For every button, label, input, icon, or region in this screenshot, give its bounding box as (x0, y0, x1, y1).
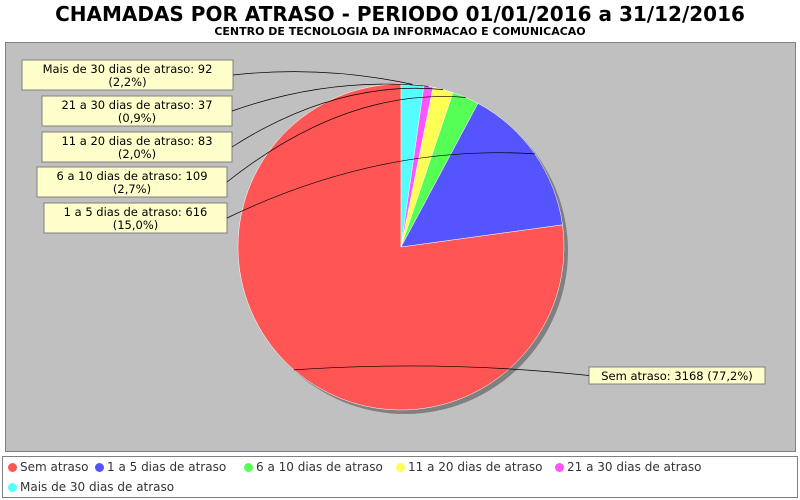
legend-label-0: Sem atraso (20, 460, 89, 474)
legend-item-2: 6 a 10 dias de atraso (244, 460, 383, 474)
svg-text:21 a 30 dias de atraso: 37: 21 a 30 dias de atraso: 37 (61, 98, 212, 112)
svg-text:1 a 5 dias de atraso: 616: 1 a 5 dias de atraso: 616 (64, 205, 208, 219)
chart-title: CHAMADAS POR ATRASO - PERIODO 01/01/2016… (55, 2, 745, 26)
slice-label-2: 6 a 10 dias de atraso: 109(2,7%) (36, 166, 228, 198)
legend-item-1: 1 a 5 dias de atraso (95, 460, 226, 474)
slice-label-0: Sem atraso: 3168 (77,2%) (588, 366, 766, 385)
legend-item-4: 21 a 30 dias de atraso (555, 460, 701, 474)
slice-label-1: 1 a 5 dias de atraso: 616(15,0%) (43, 202, 228, 234)
legend-label-1: 1 a 5 dias de atraso (107, 460, 227, 474)
slice-label-3: 11 a 20 dias de atraso: 83(2,0%) (41, 131, 233, 163)
legend-label-2: 6 a 10 dias de atraso (256, 460, 383, 474)
legend-swatch-1 (95, 463, 104, 472)
leader-line-5 (232, 71, 413, 85)
legend-label-4: 21 a 30 dias de atraso (567, 460, 702, 474)
leader-line-3 (231, 87, 444, 148)
legend-item-0: Sem atraso (8, 460, 88, 474)
svg-text:Sem atraso: 3168 (77,2%): Sem atraso: 3168 (77,2%) (601, 369, 753, 383)
legend-item-3: 11 a 20 dias de atraso (396, 460, 542, 474)
svg-text:Mais de 30 dias de atraso: 92: Mais de 30 dias de atraso: 92 (43, 62, 213, 76)
svg-text:(2,2%): (2,2%) (108, 75, 146, 89)
legend-swatch-2 (244, 463, 253, 472)
legend-swatch-0 (8, 463, 17, 472)
pie-chart: Mais de 30 dias de atraso: 92(2,2%) 21 a … (21, 59, 766, 414)
leader-line-1 (226, 152, 535, 219)
svg-text:(2,0%): (2,0%) (118, 147, 156, 161)
chart-subtitle: CENTRO DE TECNOLOGIA DA INFORMACAO E COM… (214, 25, 586, 38)
legend-label-3: 11 a 20 dias de atraso (408, 460, 543, 474)
slice-label-5: Mais de 30 dias de atraso: 92(2,2%) (21, 59, 234, 91)
svg-text:(2,7%): (2,7%) (113, 182, 151, 196)
legend-swatch-3 (396, 463, 405, 472)
leader-line-4 (231, 83, 429, 112)
svg-text:(15,0%): (15,0%) (113, 218, 159, 232)
plot-area: Mais de 30 dias de atraso: 92 (2,2%) 21 a … (5, 42, 796, 452)
svg-text:(0,9%): (0,9%) (118, 111, 156, 125)
legend-item-5: Mais de 30 dias de atraso (8, 480, 174, 494)
legend: Sem atraso 1 a 5 dias de atraso 6 a 10 dia… (2, 456, 798, 498)
svg-text:11 a 20 dias de atraso: 83: 11 a 20 dias de atraso: 83 (61, 134, 212, 148)
legend-swatch-5 (8, 483, 17, 492)
slice-label-4: 21 a 30 dias de atraso: 37(0,9%) (41, 95, 233, 127)
legend-swatch-4 (555, 463, 564, 472)
svg-text:6 a 10 dias de atraso: 109: 6 a 10 dias de atraso: 109 (56, 169, 207, 183)
legend-label-5: Mais de 30 dias de atraso (20, 480, 175, 494)
leader-line-2 (226, 96, 466, 183)
leader-line-0 (293, 365, 590, 376)
